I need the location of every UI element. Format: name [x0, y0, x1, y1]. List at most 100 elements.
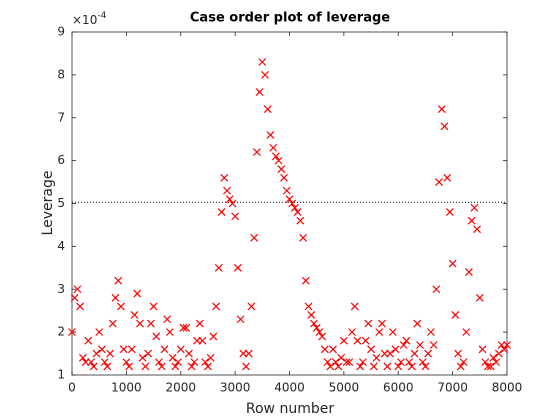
marker [68, 328, 76, 337]
marker [127, 345, 136, 354]
marker [130, 311, 139, 319]
marker [307, 311, 316, 319]
marker [165, 328, 174, 337]
x-tick-label: 8000 [492, 381, 523, 395]
marker [122, 358, 131, 367]
marker [250, 233, 259, 242]
marker [271, 152, 280, 161]
marker [329, 345, 337, 354]
marker [274, 156, 283, 165]
marker [174, 358, 182, 367]
marker [429, 341, 438, 349]
marker [369, 362, 378, 371]
exponent-base: ×10 [72, 13, 97, 27]
marker [119, 345, 128, 354]
marker [233, 263, 242, 272]
marker [478, 345, 487, 354]
x-axis-label: Row number [246, 401, 334, 417]
marker [190, 358, 199, 367]
marker [334, 362, 343, 371]
marker [424, 349, 433, 358]
marker [320, 345, 329, 354]
marker [133, 289, 142, 298]
marker [280, 173, 288, 182]
marker [350, 302, 359, 311]
marker [361, 336, 370, 345]
marker [225, 195, 234, 204]
marker [282, 186, 291, 195]
marker [277, 165, 286, 174]
marker [291, 203, 299, 212]
marker [195, 319, 204, 328]
marker [445, 208, 454, 216]
marker [76, 302, 85, 311]
marker [236, 315, 245, 324]
chart-title: Case order plot of leverage [190, 11, 390, 26]
y-tick-label: 1 [57, 368, 65, 382]
marker [310, 319, 318, 328]
marker [108, 319, 117, 328]
marker [87, 358, 95, 367]
marker [323, 358, 332, 367]
marker [337, 353, 346, 362]
marker [372, 353, 381, 362]
marker [388, 328, 397, 337]
marker [318, 332, 327, 341]
marker [217, 208, 226, 216]
marker [157, 362, 166, 371]
marker [214, 263, 223, 272]
marker [484, 362, 492, 371]
y-tick-label: 3 [57, 282, 65, 296]
marker [443, 173, 452, 182]
x-tick-label: 7000 [437, 381, 468, 395]
marker [103, 362, 112, 371]
marker [141, 362, 150, 371]
marker [451, 311, 460, 319]
marker [296, 216, 305, 225]
y-tick-label: 9 [57, 25, 65, 39]
marker [184, 349, 193, 358]
marker [454, 349, 462, 358]
marker [397, 358, 405, 367]
marker [244, 349, 253, 358]
marker [301, 276, 310, 285]
x-tick-label: 3000 [220, 381, 251, 395]
marker [95, 328, 104, 337]
x-tick-label: 4000 [274, 381, 305, 395]
marker [228, 199, 237, 208]
marker [367, 345, 375, 354]
marker [73, 285, 82, 294]
marker [209, 332, 218, 341]
marker [182, 323, 191, 332]
marker [285, 195, 294, 204]
marker [269, 143, 278, 152]
marker [470, 203, 479, 212]
marker [402, 336, 411, 345]
marker [179, 323, 188, 332]
marker [486, 362, 495, 371]
marker [204, 362, 212, 371]
marker [293, 208, 302, 216]
marker [426, 328, 435, 337]
marker [168, 353, 177, 362]
marker [136, 319, 144, 328]
marker [416, 341, 424, 349]
marker [187, 362, 196, 371]
x-tick-label: 5000 [329, 381, 360, 395]
marker [198, 336, 207, 345]
marker [358, 358, 367, 367]
x-tick-label: 1000 [111, 381, 142, 395]
marker [117, 302, 125, 311]
marker [144, 349, 153, 358]
marker [378, 319, 386, 328]
marker [252, 148, 261, 156]
marker [375, 328, 384, 337]
marker [353, 336, 362, 345]
marker [459, 358, 468, 367]
marker [489, 353, 498, 362]
marker [503, 341, 511, 349]
marker [97, 345, 106, 354]
marker [114, 276, 123, 285]
marker [394, 362, 403, 371]
